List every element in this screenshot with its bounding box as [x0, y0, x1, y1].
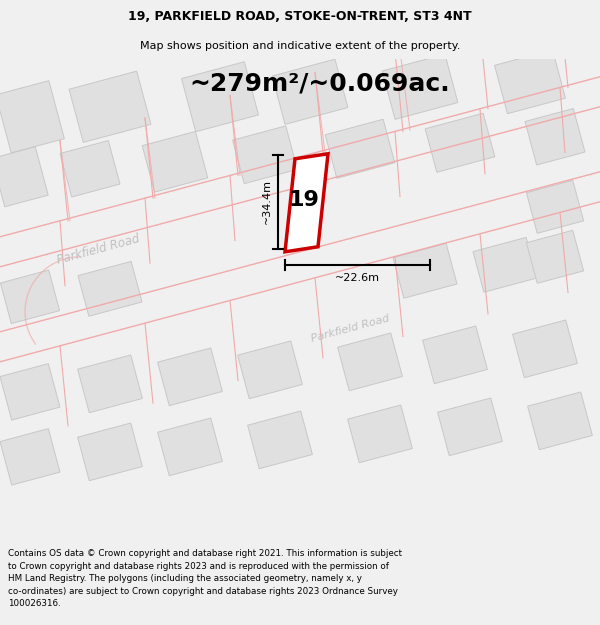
- Polygon shape: [158, 348, 223, 406]
- Polygon shape: [422, 326, 487, 384]
- Polygon shape: [393, 243, 457, 298]
- Polygon shape: [437, 398, 502, 456]
- Text: ~279m²/~0.069ac.: ~279m²/~0.069ac.: [190, 72, 451, 96]
- Polygon shape: [512, 320, 577, 378]
- Polygon shape: [69, 71, 151, 142]
- Polygon shape: [382, 54, 458, 119]
- Text: Parkfield Road: Parkfield Road: [310, 314, 391, 344]
- Polygon shape: [60, 141, 120, 197]
- Text: Map shows position and indicative extent of the property.: Map shows position and indicative extent…: [140, 41, 460, 51]
- Text: ~34.4m: ~34.4m: [262, 179, 272, 224]
- Polygon shape: [0, 429, 60, 485]
- Text: ~22.6m: ~22.6m: [335, 272, 380, 282]
- Polygon shape: [347, 405, 412, 462]
- Polygon shape: [238, 341, 302, 399]
- Polygon shape: [248, 411, 313, 469]
- Polygon shape: [0, 147, 48, 207]
- Polygon shape: [77, 423, 142, 481]
- Text: 19, PARKFIELD ROAD, STOKE-ON-TRENT, ST3 4NT: 19, PARKFIELD ROAD, STOKE-ON-TRENT, ST3 …: [128, 10, 472, 23]
- Polygon shape: [525, 109, 585, 165]
- Polygon shape: [527, 392, 592, 450]
- Polygon shape: [181, 62, 259, 132]
- Polygon shape: [0, 364, 60, 420]
- Polygon shape: [473, 238, 537, 292]
- Polygon shape: [494, 50, 565, 114]
- Text: Contains OS data © Crown copyright and database right 2021. This information is : Contains OS data © Crown copyright and d…: [8, 549, 402, 608]
- Polygon shape: [325, 119, 395, 178]
- Text: Parkfield Road: Parkfield Road: [55, 232, 141, 267]
- Polygon shape: [526, 180, 584, 233]
- Polygon shape: [142, 131, 208, 192]
- Polygon shape: [78, 261, 142, 316]
- Polygon shape: [285, 154, 328, 252]
- Polygon shape: [425, 113, 495, 173]
- Polygon shape: [1, 270, 59, 324]
- Polygon shape: [158, 418, 223, 476]
- Polygon shape: [0, 81, 64, 153]
- Polygon shape: [77, 355, 142, 412]
- Polygon shape: [338, 333, 403, 391]
- Polygon shape: [233, 126, 298, 184]
- Polygon shape: [272, 59, 348, 124]
- Polygon shape: [526, 230, 584, 283]
- Text: 19: 19: [289, 190, 319, 210]
